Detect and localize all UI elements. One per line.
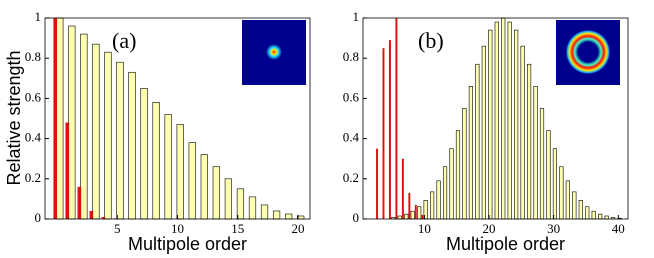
bar <box>92 43 100 220</box>
x-tick-label: 20 <box>291 221 304 236</box>
y-tick-label: 1 <box>353 9 360 24</box>
bar <box>501 17 506 220</box>
y-tick-label: 0.8 <box>343 49 359 64</box>
bar <box>408 192 411 219</box>
bar <box>559 166 564 220</box>
bar <box>200 154 208 220</box>
bar <box>546 130 551 220</box>
bar <box>578 200 583 220</box>
bar <box>436 180 441 220</box>
y-tick-label: 0.4 <box>343 130 360 145</box>
y-tick-label: 1 <box>35 9 42 24</box>
x-axis-label: Multipole order <box>128 234 247 254</box>
bar <box>272 210 281 220</box>
bar <box>104 51 112 220</box>
bar <box>188 142 196 220</box>
bar <box>164 114 172 220</box>
y-tick-label: 0 <box>353 210 360 225</box>
bar <box>462 108 467 220</box>
bar <box>65 122 70 219</box>
bar <box>494 21 499 220</box>
bar <box>533 86 538 220</box>
bar <box>89 210 94 219</box>
bar <box>236 188 245 220</box>
bar <box>285 213 293 220</box>
x-axis-label: Multipole order <box>446 234 565 254</box>
bar <box>591 210 596 220</box>
bar <box>395 18 398 219</box>
y-tick-label: 0 <box>35 210 42 225</box>
bar <box>455 130 461 220</box>
bar <box>248 196 257 220</box>
y-axis-label: Relative strength <box>4 50 24 185</box>
x-tick-label: 40 <box>612 221 625 236</box>
bar <box>442 166 448 220</box>
y-tick-label: 0.4 <box>25 130 42 145</box>
bar <box>565 180 570 220</box>
bar <box>388 40 391 219</box>
x-tick-label: 5 <box>114 221 121 236</box>
bar <box>152 102 160 220</box>
bar <box>80 33 88 220</box>
bar <box>421 214 424 219</box>
bar <box>520 45 525 220</box>
bar <box>430 191 435 220</box>
bar <box>410 210 415 220</box>
x-tick-label: 30 <box>547 221 560 236</box>
axes-frame <box>362 17 629 220</box>
bar <box>414 204 417 219</box>
inset-pattern <box>266 44 282 60</box>
bar <box>68 25 76 220</box>
bar <box>77 186 82 219</box>
y-tick-label: 0.8 <box>25 49 41 64</box>
bar <box>53 18 58 219</box>
x-tick-label: 15 <box>231 221 244 236</box>
bar <box>397 215 402 220</box>
bar <box>417 206 422 220</box>
bar <box>507 21 512 220</box>
bar <box>128 71 136 220</box>
bar <box>488 29 493 220</box>
bar <box>212 166 220 220</box>
y-tick-label: 0.6 <box>343 89 360 104</box>
x-tick-label: 10 <box>171 221 184 236</box>
bar <box>552 148 558 220</box>
bar <box>401 158 404 219</box>
bar <box>56 17 64 220</box>
bar <box>481 45 486 220</box>
bar <box>514 29 519 220</box>
bar <box>176 124 184 220</box>
bar <box>598 213 603 220</box>
bar <box>260 204 269 220</box>
bar <box>382 48 385 220</box>
bar <box>475 63 480 220</box>
bar <box>101 216 106 219</box>
panel-label: (a) <box>112 28 136 53</box>
y-tick-label: 0.6 <box>25 89 42 104</box>
bar <box>468 86 473 220</box>
bar <box>140 88 148 220</box>
y-tick-label: 0.2 <box>25 170 41 185</box>
bar <box>449 148 454 220</box>
bar <box>404 213 409 220</box>
inset-pattern <box>566 30 610 74</box>
x-tick-label: 20 <box>483 221 496 236</box>
panel-label: (b) <box>418 28 444 53</box>
bar <box>116 61 124 220</box>
bar <box>526 63 532 220</box>
bar <box>572 191 577 220</box>
bar <box>604 215 609 220</box>
y-tick-label: 0.2 <box>343 170 359 185</box>
bar <box>224 178 233 220</box>
x-tick-label: 10 <box>418 221 431 236</box>
bar <box>585 206 590 220</box>
bar <box>539 108 545 220</box>
bar <box>376 148 378 219</box>
